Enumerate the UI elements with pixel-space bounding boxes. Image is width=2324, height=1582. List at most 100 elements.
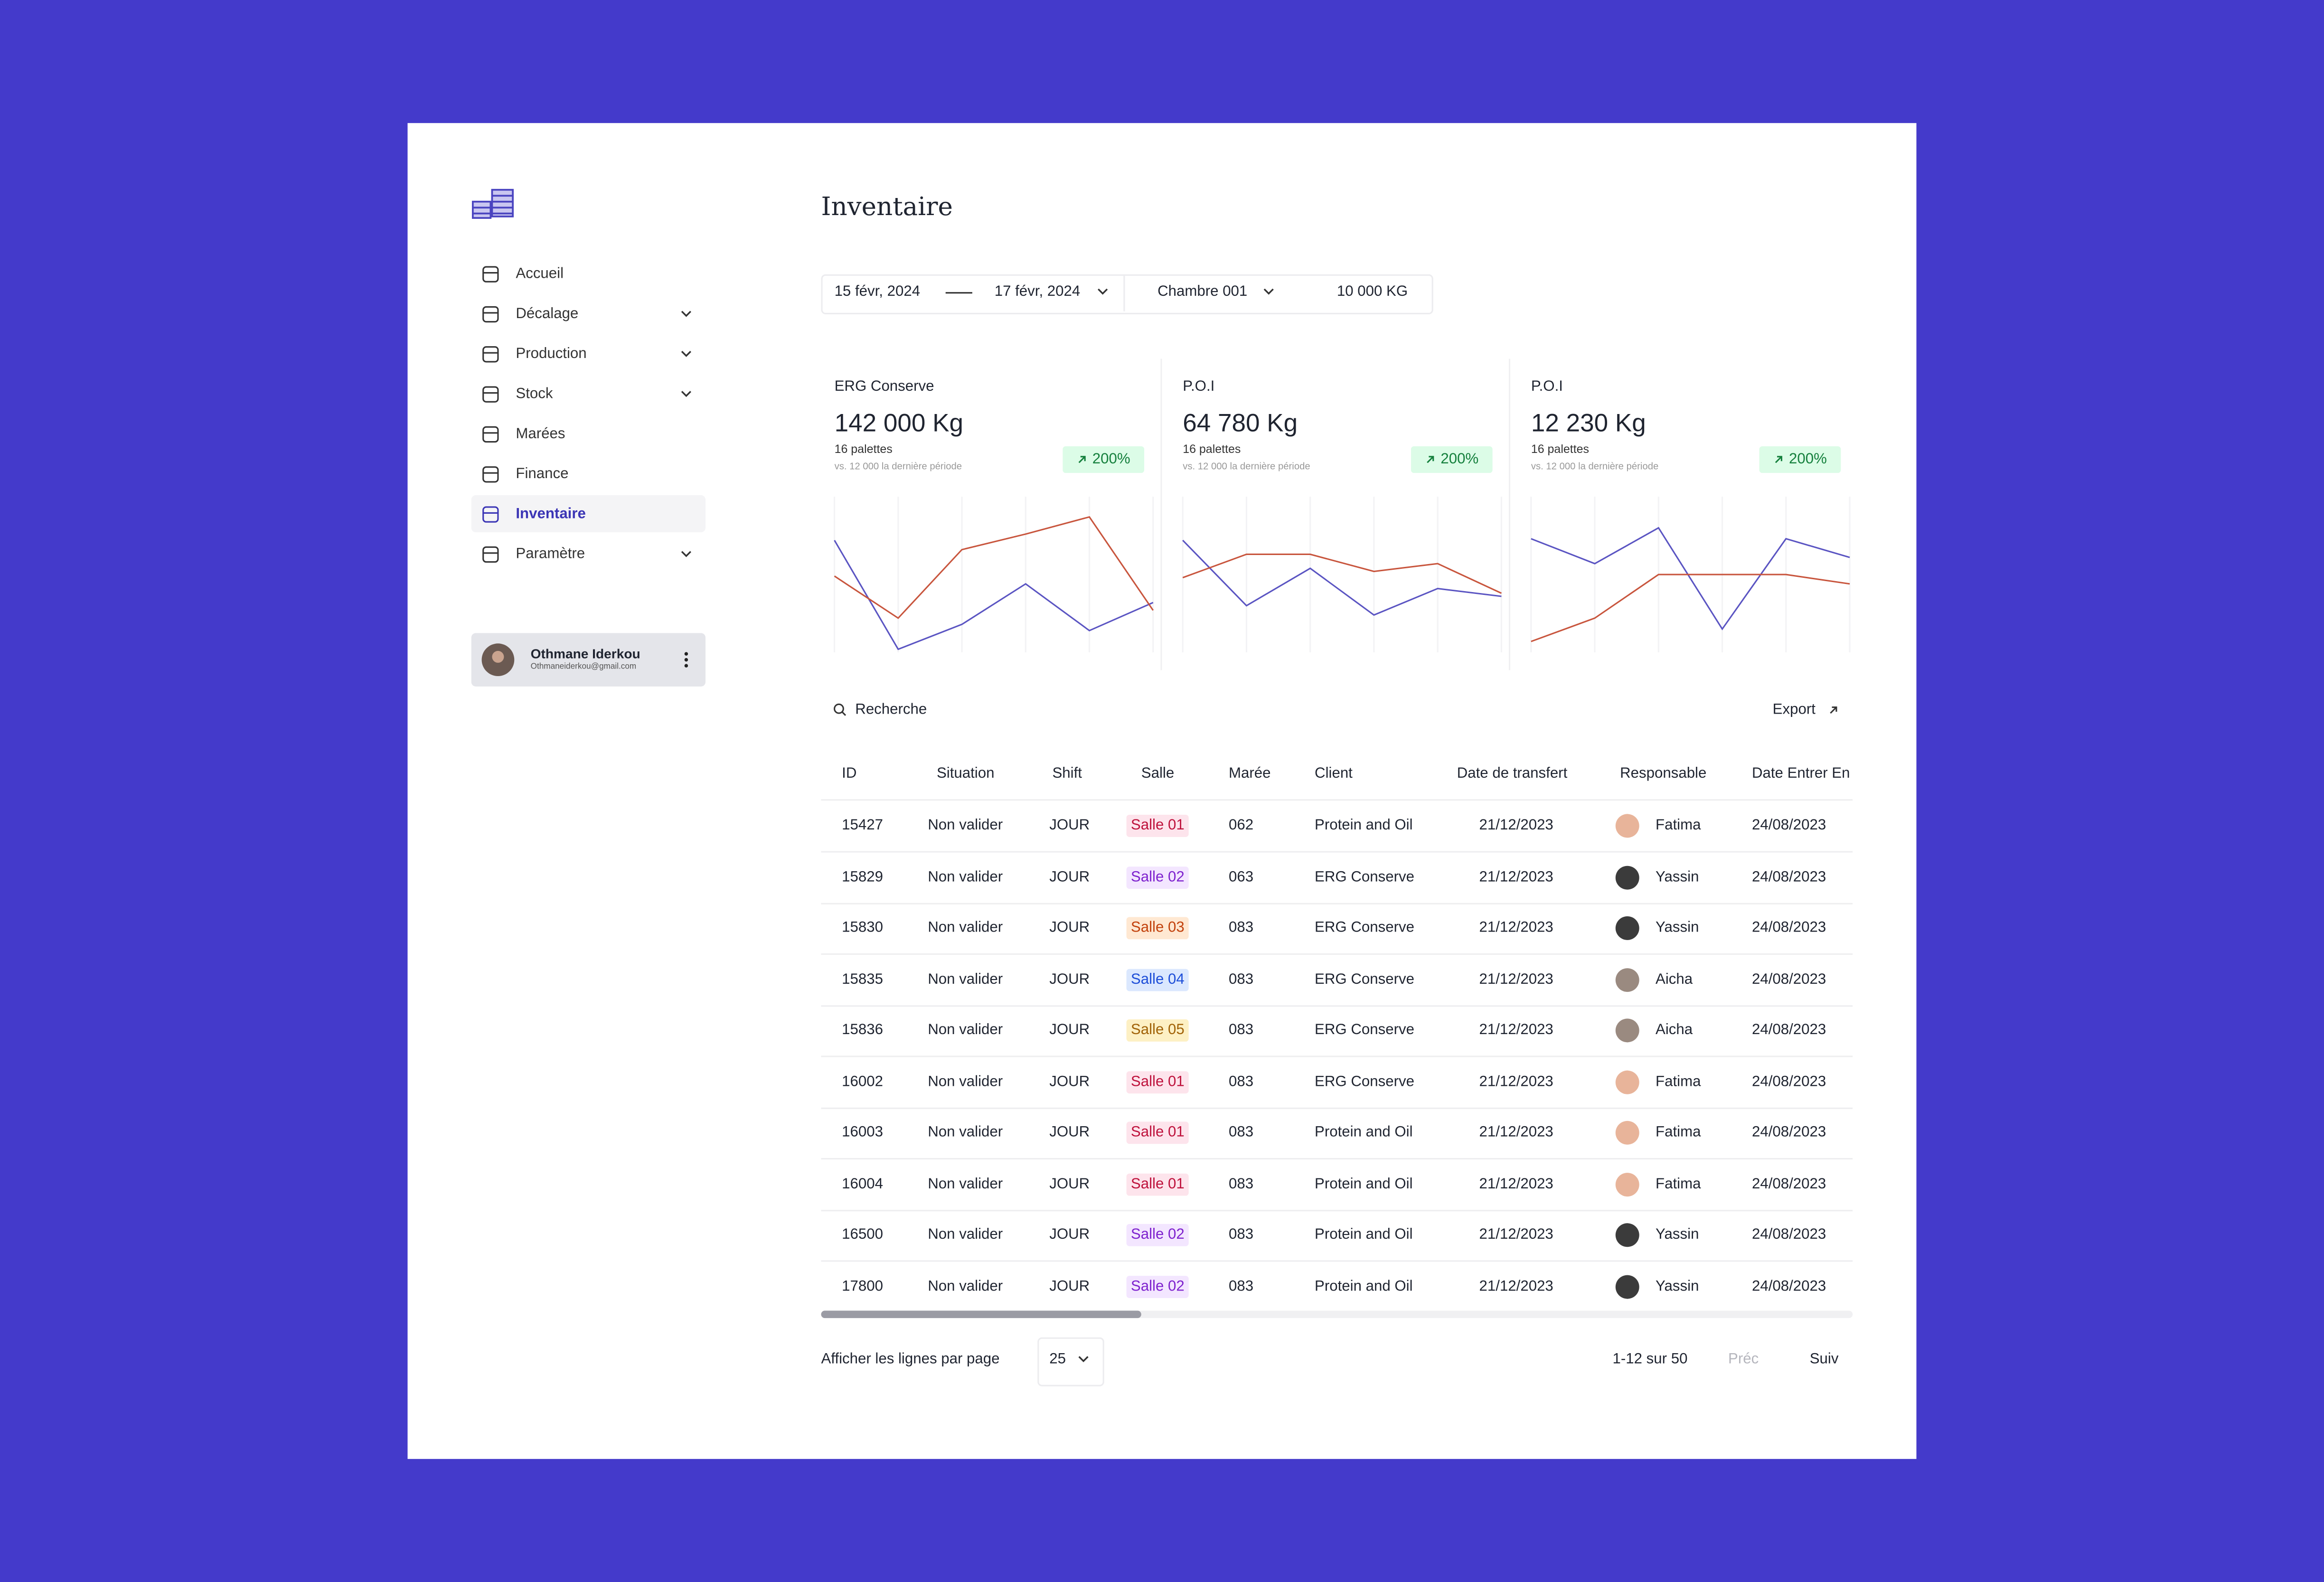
logo [471,188,514,219]
page-size[interactable]: 25 [1049,1351,1066,1368]
cell: Non valider [928,1124,1003,1141]
column-header: Shift [1052,765,1082,782]
cell: 24/08/2023 [1751,1022,1826,1039]
nav-icon [482,546,499,563]
cell: Protein and Oil [1315,1278,1413,1295]
cell: 083 [1228,920,1254,937]
export-button[interactable]: Export [1772,702,1816,718]
arrow-icon [1775,456,1782,463]
cell: 15835 [842,971,884,988]
salle-badge: Salle 01 [1126,1121,1189,1144]
table: ID Situation Shift Salle Marée Client Date de … [821,749,1853,1309]
scroll-thumb[interactable] [821,1310,1141,1318]
cell: Fatima [1656,1124,1701,1141]
cell: Non valider [928,818,1003,834]
active-nav-bg [471,495,706,533]
nav-item[interactable]: Production [516,346,587,363]
nav-item[interactable]: Marées [516,426,565,443]
arrow-icon [1427,456,1434,463]
search-input[interactable]: Recherche [855,702,927,718]
cell: 16500 [842,1227,884,1243]
nav-item[interactable]: Paramètre [516,546,585,563]
cell: Non valider [928,920,1003,937]
chevron [1263,288,1274,295]
cell: ERG Conserve [1315,971,1414,988]
salle-badge: Salle 04 [1126,968,1189,991]
cell: JOUR [1049,818,1090,834]
card-border [1508,358,1511,670]
prev-button[interactable]: Préc [1728,1351,1759,1368]
cell: 24/08/2023 [1751,1227,1826,1243]
date-separator [945,292,972,294]
cell: 15830 [842,920,884,937]
card-comparison: vs. 12 000 la dernière période [1531,461,1659,472]
cell: 21/12/2023 [1479,1176,1553,1192]
cell: 21/12/2023 [1479,1278,1553,1295]
nav-item[interactable]: Décalage [516,306,579,323]
cell: 16002 [842,1073,884,1090]
nav-item[interactable]: Accueil [516,266,564,282]
cell: Fatima [1656,818,1701,834]
nav-icon [482,426,499,443]
cell: Protein and Oil [1315,1176,1413,1192]
column-header: Date de transfert [1457,765,1568,782]
page-title: Inventaire [821,192,953,223]
cell: ERG Conserve [1315,868,1414,885]
cell: ERG Conserve [1315,1022,1414,1039]
nav-item[interactable]: Finance [516,466,569,483]
cell: JOUR [1049,1073,1090,1090]
cell: 21/12/2023 [1479,1073,1553,1090]
user-avatar [481,643,515,676]
column-header: Responsable [1620,765,1707,782]
cell: Yassin [1656,920,1699,937]
salle-badge: Salle 01 [1126,1173,1189,1195]
row-divider [821,953,1853,955]
avatar [1615,1223,1639,1247]
cell: 21/12/2023 [1479,1227,1553,1243]
room-select[interactable]: Chambre 001 [1157,284,1248,301]
kebab-menu [684,652,688,668]
cell: 083 [1228,1278,1254,1295]
weight: 10 000 KG [1336,284,1408,301]
series-line [1182,553,1502,594]
cell: Non valider [928,868,1003,885]
avatar [1615,1172,1639,1196]
next-button[interactable]: Suiv [1809,1351,1839,1368]
card-comparison: vs. 12 000 la dernière période [834,461,962,472]
page-size-box[interactable] [1037,1337,1104,1386]
column-header: Salle [1141,765,1175,782]
nav-icon [482,386,499,403]
cell: JOUR [1049,971,1090,988]
card-value: 64 780 Kg [1183,409,1298,438]
cell: JOUR [1049,1278,1090,1295]
date-end[interactable]: 17 févr, 2024 [994,284,1081,301]
avatar [1615,1070,1639,1094]
chevron [681,350,691,357]
cell: 083 [1228,1073,1254,1090]
cell: JOUR [1049,1022,1090,1039]
row-divider [821,799,1853,801]
cell: 17800 [842,1278,884,1295]
row-divider [821,1055,1853,1057]
cell: 21/12/2023 [1479,818,1553,834]
nav-item[interactable]: Stock [516,386,553,403]
cell: 24/08/2023 [1751,1073,1826,1090]
cell: Yassin [1656,868,1699,885]
cell: ERG Conserve [1315,1073,1414,1090]
date-start[interactable]: 15 févr, 2024 [834,284,921,301]
salle-badge: Salle 05 [1126,1019,1189,1042]
cell: 083 [1228,1124,1254,1141]
card-title: P.O.I [1531,378,1563,396]
card-title: P.O.I [1183,378,1215,396]
cell: 16003 [842,1124,884,1141]
cell: 24/08/2023 [1751,920,1826,937]
column-header: Client [1315,765,1353,782]
cell: 24/08/2023 [1751,1176,1826,1192]
column-header: Date Entrer En [1751,765,1850,782]
avatar [1615,967,1639,991]
nav-item[interactable]: Inventaire [516,506,586,523]
series-line [1182,539,1502,616]
chevron [1078,1356,1089,1363]
